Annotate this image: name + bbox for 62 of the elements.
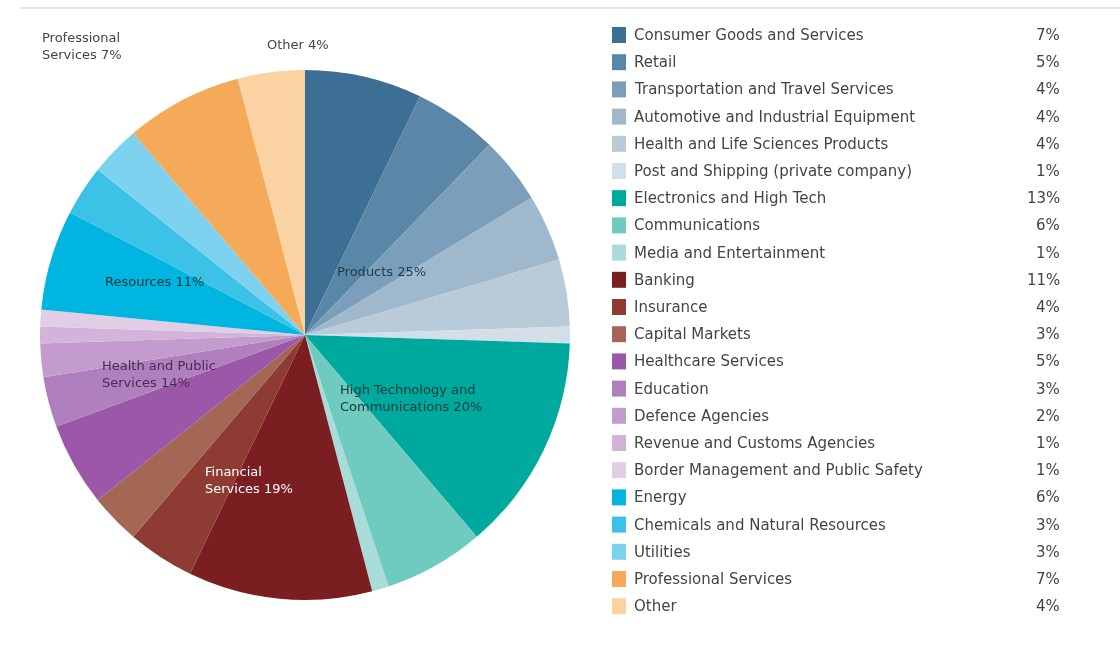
legend-label: Other: [634, 597, 678, 615]
legend-label: Health and Life Sciences Products: [634, 135, 889, 153]
legend-label: Energy: [634, 488, 687, 506]
legend-label: Revenue and Customs Agencies: [634, 434, 876, 452]
legend-label: Chemicals and Natural Resources: [634, 516, 887, 534]
data-label: 4%: [1036, 298, 1060, 316]
data-label: 7%: [1036, 570, 1060, 588]
data-label: 5%: [1036, 352, 1060, 370]
data-label: 3%: [1036, 325, 1060, 343]
data-label: 3%: [1036, 380, 1060, 398]
legend-label: Healthcare Services: [634, 352, 784, 370]
legend-label: Banking: [634, 271, 695, 289]
text: Other 4%: [267, 37, 329, 52]
data-label: 6%: [1036, 216, 1060, 234]
data-label: 4%: [1036, 80, 1060, 98]
pie-slice: [56, 335, 305, 501]
data-label: 4%: [1036, 597, 1060, 615]
legend-label: Education: [634, 380, 709, 398]
data-label: 1%: [1036, 434, 1060, 452]
data-label: 2%: [1036, 407, 1060, 425]
data-label: 3%: [1036, 516, 1060, 534]
pie-slice: [97, 335, 305, 537]
data-label: 5%: [1036, 53, 1060, 71]
pie-slice: [237, 70, 305, 335]
legend-label: Professional Services: [634, 570, 793, 588]
data-label: 1%: [1036, 244, 1060, 262]
legend-label: Retail: [634, 53, 677, 71]
legend-label: Capital Markets: [634, 325, 751, 343]
data-label: 11%: [1027, 271, 1061, 289]
data-label: 1%: [1036, 461, 1060, 479]
legend-label: Utilities: [634, 543, 691, 561]
pie-slice: [305, 96, 490, 335]
data-label: 13%: [1027, 189, 1061, 207]
pie-slice: [305, 197, 560, 335]
legend-label: Post and Shipping (private company): [634, 162, 912, 180]
data-label: 7%: [1036, 26, 1060, 44]
legend-label: Automotive and Industrial Equipment: [634, 108, 916, 126]
pie-slice: [40, 335, 305, 378]
data-label: 3%: [1036, 543, 1060, 561]
text: Financial Services 19%: [205, 464, 293, 496]
pie-slice: [305, 144, 532, 335]
pie-slice: [41, 212, 305, 335]
legend-label: Insurance: [634, 298, 708, 316]
legend-label: Media and Entertainment: [634, 244, 826, 262]
text: Products 25%: [337, 264, 427, 279]
data-label: 4%: [1036, 108, 1060, 126]
text: Health and Public Services 14%: [102, 358, 216, 390]
pie-slice: [97, 133, 305, 335]
legend-label: Communications: [634, 216, 761, 234]
pie-slice: [70, 169, 305, 335]
data-label: 6%: [1036, 488, 1060, 506]
text: Resources 11%: [105, 274, 205, 289]
legend-label: Transportation and Travel Services: [634, 80, 894, 98]
text: Professional Services 7%: [42, 30, 122, 62]
pie-slice: [305, 259, 570, 335]
data-label: 1%: [1036, 162, 1060, 180]
legend-label: Defence Agencies: [634, 407, 770, 425]
legend-label: Border Management and Public Safety: [634, 461, 923, 479]
legend-label: Electronics and High Tech: [634, 189, 827, 207]
legend-label: Consumer Goods and Services: [634, 26, 864, 44]
data-label: 4%: [1036, 135, 1060, 153]
pie-slice: [305, 335, 570, 537]
